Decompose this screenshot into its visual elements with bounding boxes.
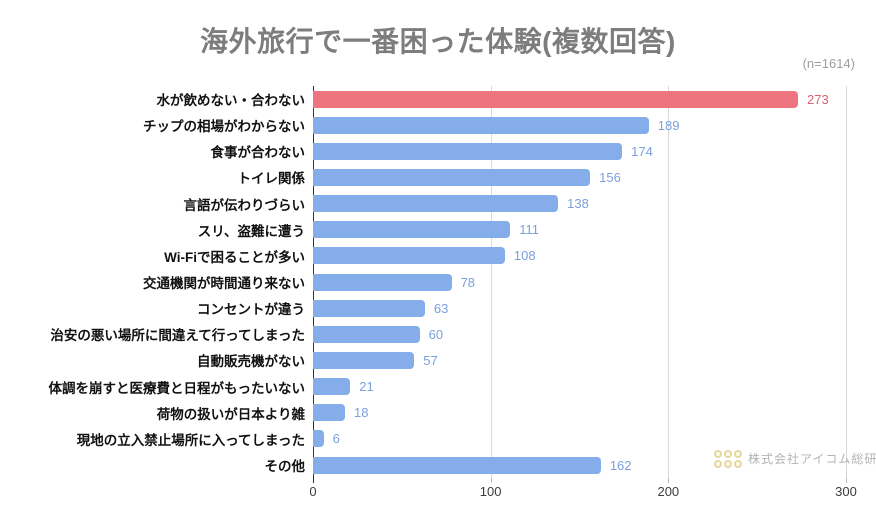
bar-row: 60	[313, 321, 846, 347]
category-label: 治安の悪い場所に間違えて行ってしまった	[50, 328, 305, 344]
bar-value-label: 111	[519, 222, 539, 238]
bar-row: 57	[313, 347, 846, 373]
bar-value-label: 162	[609, 457, 632, 473]
logo-dot	[713, 449, 722, 458]
sample-size-label: (n=1614)	[802, 56, 855, 71]
logo-dot	[733, 449, 742, 458]
bar-value-label: 21	[359, 379, 374, 395]
x-axis-tick-marks	[313, 478, 847, 484]
logo-dot	[713, 459, 722, 468]
bar	[313, 90, 799, 108]
bar	[313, 351, 415, 369]
bar-row: 78	[313, 269, 846, 295]
x-tick-label: 100	[479, 484, 502, 499]
category-label: 現地の立入禁止場所に入ってしまった	[76, 432, 305, 448]
logo-dot	[723, 459, 732, 468]
category-label: トイレ関係	[237, 171, 306, 187]
category-label: 水が飲めない・合わない	[156, 93, 306, 109]
watermark-text: 株式会社アイコム総研	[748, 452, 876, 466]
bar	[313, 404, 345, 422]
category-label: その他	[264, 459, 306, 475]
bar	[313, 247, 505, 265]
tick-mark	[846, 478, 847, 483]
bar-value-label: 108	[513, 248, 536, 264]
company-logo-icon	[713, 449, 742, 468]
bar-row: 162	[313, 452, 846, 478]
chart-title: 海外旅行で一番困った体験(複数回答)	[200, 26, 676, 57]
category-label: 体調を崩すと医療費と日程がもったいない	[48, 380, 306, 396]
bar-value-label: 138	[567, 196, 589, 212]
x-axis-labels: 0 100 200 300	[309, 484, 856, 504]
tick-mark	[313, 478, 314, 483]
category-label: 自動販売機がない	[197, 354, 305, 370]
bar	[313, 142, 623, 160]
category-label: 荷物の扱いが日本より雑	[156, 406, 305, 422]
bar	[313, 430, 324, 448]
category-label: 食事が合わない	[210, 145, 306, 161]
bar-row: 6	[313, 426, 846, 452]
gridline	[490, 86, 492, 478]
x-tick-label: 200	[657, 484, 680, 499]
bar-value-label: 63	[433, 300, 449, 316]
x-tick-label: 300	[835, 484, 857, 499]
bar-row: 21	[313, 374, 846, 400]
bar-value-label: 174	[631, 143, 653, 159]
x-tick-label: 0	[309, 484, 317, 499]
logo-dot	[723, 449, 732, 458]
bar-row: 138	[313, 191, 846, 217]
category-axis-labels: 水が飲めない・合わないチップの相場がわからない食事が合わないトイレ関係言語が伝わ…	[0, 86, 306, 478]
bar-value-label: 18	[353, 405, 369, 421]
category-label: Wi-Fiで困ることが多い	[164, 249, 305, 265]
bar	[313, 378, 351, 396]
tick-mark	[490, 478, 492, 483]
bar-value-label: 189	[657, 117, 680, 133]
bar-value-label: 78	[460, 274, 476, 290]
bar-row: 63	[313, 295, 846, 321]
bar	[313, 299, 425, 317]
gridline	[668, 86, 670, 478]
category-label: 言語が伝わりづらい	[183, 197, 306, 213]
bar	[313, 325, 420, 343]
bar	[313, 116, 649, 134]
bar-value-label: 57	[423, 352, 438, 368]
bar-value-label: 60	[428, 326, 444, 342]
category-label: チップの相場がわからない	[143, 119, 305, 135]
bar	[313, 273, 452, 291]
bar	[313, 221, 511, 239]
bar-value-label: 273	[807, 91, 829, 107]
tick-mark	[668, 478, 670, 483]
bar-row: 273	[313, 86, 846, 112]
bar-series: 273 189 174 156 138 111 108 78 63 60 57 21 18 6 162	[313, 86, 846, 478]
plot-area: 273 189 174 156 138 111 108 78 63 60 57 21 18 6 162	[313, 86, 847, 478]
bar-row: 174	[313, 138, 846, 164]
bar-row: 111	[313, 217, 846, 243]
bar-row: 189	[313, 112, 846, 138]
category-label: 交通機関が時間通り来ない	[143, 276, 305, 292]
bar-row: 156	[313, 164, 846, 190]
category-label: スリ、盗難に遭う	[197, 223, 305, 239]
bar-value-label: 156	[599, 169, 621, 185]
watermark: 株式会社アイコム総研	[713, 449, 876, 468]
category-label: コンセントが違う	[197, 302, 305, 318]
gridline	[846, 86, 847, 478]
bar-value-label: 6	[332, 431, 340, 447]
bar	[313, 456, 601, 474]
bar	[313, 195, 559, 213]
logo-dot	[733, 459, 742, 468]
bar-row: 108	[313, 243, 846, 269]
bar-row: 18	[313, 400, 846, 426]
bar	[313, 168, 591, 186]
